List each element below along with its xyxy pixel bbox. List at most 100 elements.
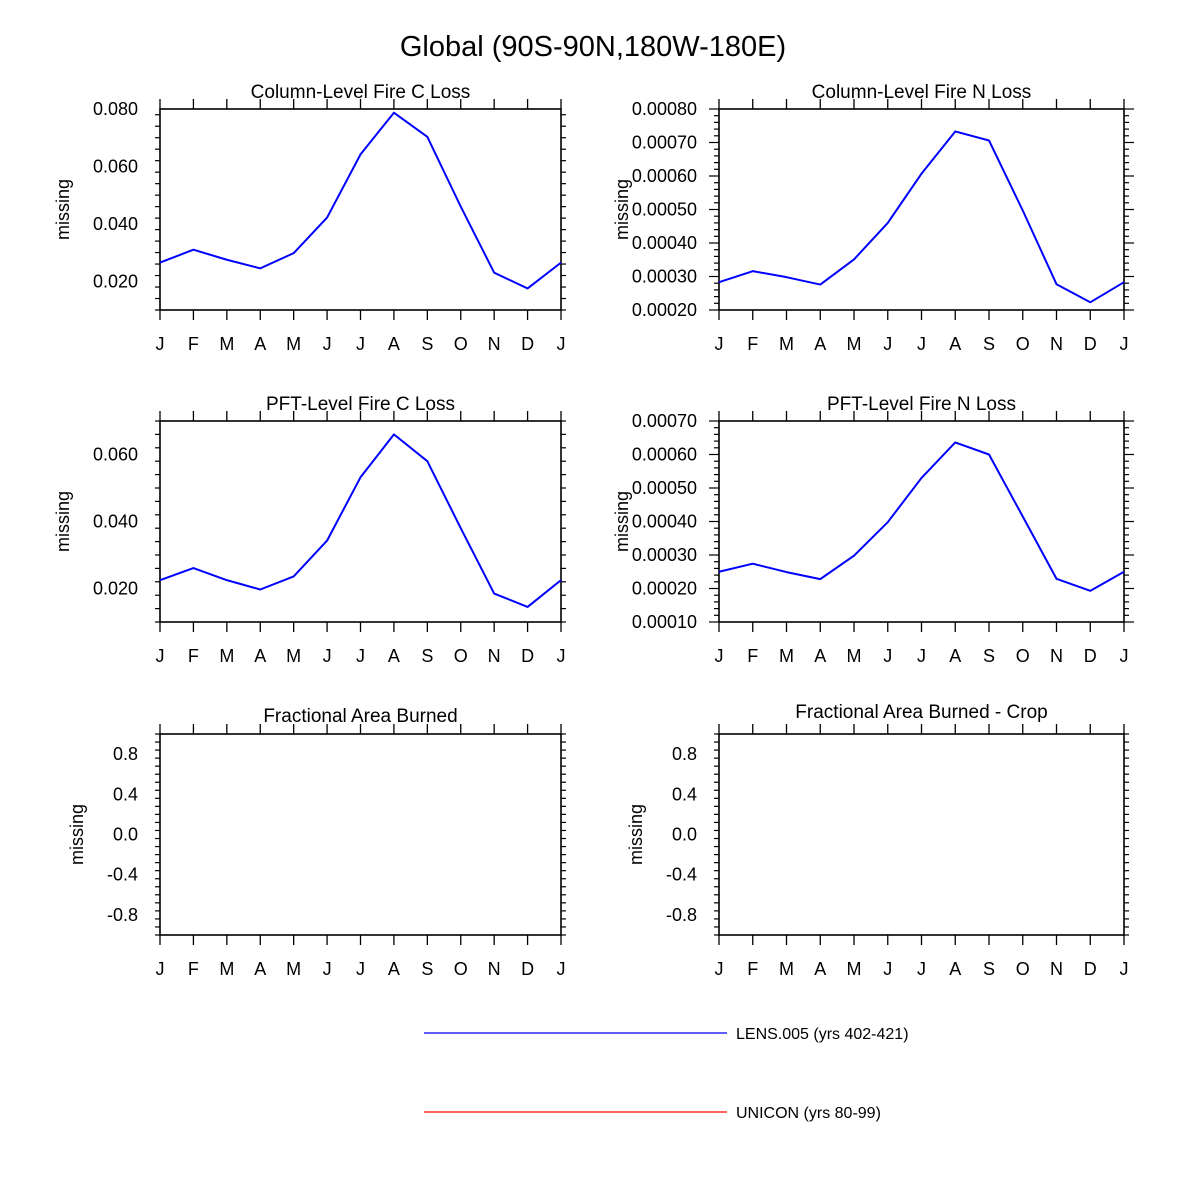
x-tick-label: J — [917, 334, 926, 354]
x-tick-label: J — [356, 959, 365, 979]
legend: LENS.005 (yrs 402-421) UNICON (yrs 80-99) — [424, 1026, 909, 1122]
x-tick-label: A — [388, 646, 400, 666]
y-axis-label: missing — [612, 179, 632, 240]
y-tick-label: 0.060 — [93, 156, 138, 176]
x-tick-label: S — [421, 334, 433, 354]
x-tick-label: O — [1016, 646, 1030, 666]
plot-frame — [718, 733, 1125, 936]
x-tick-label: M — [779, 646, 794, 666]
y-tick-label: 0.00060 — [632, 166, 697, 186]
x-tick-label: M — [219, 334, 234, 354]
series-line — [159, 433, 562, 608]
y-tick-label: 0.060 — [93, 445, 138, 465]
x-tick-label: S — [983, 959, 995, 979]
y-tick-label: 0.00020 — [632, 300, 697, 320]
x-tick-label: D — [1084, 959, 1097, 979]
x-tick-label: N — [1050, 646, 1063, 666]
x-tick-label: A — [949, 646, 961, 666]
x-tick-label: J — [715, 646, 724, 666]
plot-frame — [159, 420, 562, 623]
x-tick-label: F — [747, 646, 758, 666]
x-tick-label: M — [847, 646, 862, 666]
x-tick-label: M — [779, 334, 794, 354]
y-tick-label: 0.00070 — [632, 133, 697, 153]
y-tick-label: 0.00030 — [632, 267, 697, 287]
x-tick-label: F — [747, 959, 758, 979]
y-tick-label: -0.4 — [666, 865, 697, 885]
plot-frame — [159, 733, 562, 936]
x-tick-label: J — [323, 334, 332, 354]
y-axis-label: missing — [53, 491, 73, 552]
y-tick-label: 0.00030 — [632, 545, 697, 565]
x-tick-label: M — [286, 646, 301, 666]
x-tick-label: A — [254, 334, 266, 354]
x-tick-label: A — [814, 646, 826, 666]
panel-title: Fractional Area Burned - Crop — [795, 702, 1047, 723]
x-tick-label: F — [188, 646, 199, 666]
plot-frame — [718, 108, 1125, 311]
y-tick-label: 0.00040 — [632, 512, 697, 532]
x-tick-label: O — [454, 334, 468, 354]
y-tick-label: -0.8 — [107, 905, 138, 925]
y-tick-label: 0.00070 — [632, 411, 697, 431]
x-tick-label: F — [188, 959, 199, 979]
y-tick-label: 0.00060 — [632, 445, 697, 465]
series-line — [718, 441, 1125, 592]
legend-label: LENS.005 (yrs 402-421) — [736, 1026, 909, 1043]
x-tick-label: A — [388, 959, 400, 979]
x-tick-label: A — [814, 334, 826, 354]
x-tick-label: D — [521, 646, 534, 666]
y-axis-label: missing — [67, 804, 87, 865]
panel-title: Column-Level Fire C Loss — [251, 82, 471, 103]
x-tick-label: A — [949, 334, 961, 354]
x-tick-label: J — [883, 646, 892, 666]
x-tick-label: J — [917, 646, 926, 666]
x-tick-label: N — [488, 646, 501, 666]
x-tick-label: J — [883, 334, 892, 354]
plot-frame — [159, 108, 562, 311]
x-tick-label: J — [1120, 334, 1129, 354]
x-tick-label: N — [488, 334, 501, 354]
x-tick-label: D — [521, 959, 534, 979]
x-tick-label: M — [847, 334, 862, 354]
y-tick-label: -0.4 — [107, 865, 138, 885]
plot-frame — [718, 420, 1125, 623]
x-tick-label: O — [454, 646, 468, 666]
panel-title: PFT-Level Fire N Loss — [827, 394, 1016, 415]
x-tick-label: N — [1050, 334, 1063, 354]
y-axis-label: missing — [612, 491, 632, 552]
y-axis-label: missing — [53, 179, 73, 240]
y-tick-label: 0.0 — [672, 825, 697, 845]
x-tick-label: A — [814, 959, 826, 979]
x-tick-label: D — [521, 334, 534, 354]
legend-label: UNICON (yrs 80-99) — [736, 1105, 881, 1122]
y-tick-label: 0.00050 — [632, 478, 697, 498]
x-tick-label: O — [1016, 334, 1030, 354]
y-tick-label: 0.8 — [672, 744, 697, 764]
x-tick-label: O — [1016, 959, 1030, 979]
x-tick-label: N — [488, 959, 501, 979]
x-tick-label: J — [156, 334, 165, 354]
y-tick-label: 0.020 — [93, 579, 138, 599]
x-tick-label: J — [557, 646, 566, 666]
y-tick-label: 0.4 — [672, 784, 697, 804]
y-tick-label: 0.4 — [113, 784, 138, 804]
x-tick-label: J — [356, 334, 365, 354]
x-tick-label: J — [1120, 959, 1129, 979]
x-tick-label: J — [917, 959, 926, 979]
figure-title: Global (90S-90N,180W-180E) — [400, 31, 786, 63]
x-tick-label: A — [254, 646, 266, 666]
x-tick-label: J — [1120, 646, 1129, 666]
x-tick-label: J — [715, 959, 724, 979]
y-tick-label: 0.080 — [93, 99, 138, 119]
x-tick-label: A — [254, 959, 266, 979]
y-tick-label: 0.00050 — [632, 200, 697, 220]
